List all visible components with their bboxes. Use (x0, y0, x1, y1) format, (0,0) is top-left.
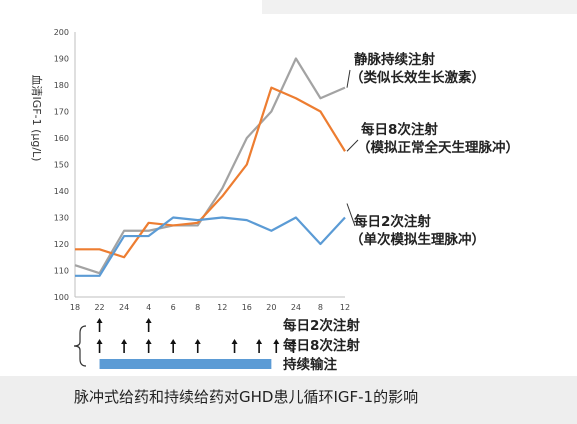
y-tick-label: 160 (54, 134, 69, 143)
top-strip (262, 0, 577, 14)
series-annotation-text: 每日8次注射 (361, 121, 438, 138)
annotation-leader (346, 69, 351, 88)
x-tick-label: 8 (195, 303, 200, 312)
dose-arrow-head (121, 339, 128, 344)
x-tick-label: 12 (217, 303, 227, 312)
x-tick-label: 22 (94, 303, 104, 312)
y-tick-label: 120 (54, 240, 69, 249)
dose-arrow-head (96, 318, 103, 323)
y-tick-label: 100 (54, 293, 69, 302)
x-tick-label: 6 (171, 303, 176, 312)
series-annotation-text: （类似长效生长激素） (350, 69, 485, 86)
y-tick-label: 140 (54, 187, 69, 196)
dose-arrow-head (96, 339, 103, 344)
dose-arrow-head (231, 339, 238, 344)
x-tick-label: 24 (291, 303, 301, 312)
x-tick-label: 16 (242, 303, 252, 312)
series-annotation-text: 每日2次注射 (354, 213, 431, 230)
eight-daily-label: 每日8次注射 (283, 337, 360, 354)
dose-arrow-head (145, 318, 152, 323)
y-tick-labels: 100 110 120 130 140 150 160 170 180 190 200 (54, 28, 69, 302)
x-tick-label: 12 (340, 303, 350, 312)
y-tick-label: 130 (54, 214, 69, 223)
dosing-brace (73, 325, 87, 367)
twice-daily-label: 每日2次注射 (283, 317, 360, 334)
chart-axes (74, 32, 345, 298)
y-tick-label: 150 (54, 161, 69, 170)
y-tick-label: 110 (54, 267, 69, 276)
dose-arrow-head (256, 339, 263, 344)
annotation-leader (346, 139, 359, 152)
dose-arrow-head (145, 339, 152, 344)
series-annotations: 静脉持续注射（类似长效生长激素） 每日8次注射（模拟正常全天生理脉冲） 每日2次注射… (346, 51, 519, 248)
series-lines (74, 57, 346, 277)
caption-band (0, 376, 577, 424)
series-line-3 (75, 216, 346, 277)
x-tick-label: 8 (318, 303, 323, 312)
x-tick-label: 20 (266, 303, 276, 312)
x-tick-label: 24 (119, 303, 129, 312)
dose-arrow-head (170, 339, 177, 344)
y-tick-label: 170 (54, 108, 69, 117)
annotation-leader (346, 203, 356, 227)
y-tick-label: 200 (54, 28, 69, 37)
x-tick-label: 18 (70, 303, 80, 312)
figure-caption: 脉冲式给药和持续给药对GHD患儿循环IGF-1的影响 (74, 388, 419, 406)
dose-arrow-head (290, 339, 297, 344)
y-axis-label: 血清IGF-1 (μg/L) (30, 75, 44, 162)
series-annotation-text: （模拟正常全天生理脉冲） (357, 139, 519, 156)
continuous-infusion-bar (99, 359, 272, 369)
x-tick-label: 4 (146, 303, 151, 312)
x-tick-labels: 18 22 24 4 6 8 12 16 20 24 8 12 (70, 303, 350, 312)
series-line-2 (75, 86, 346, 259)
y-tick-label: 190 (54, 55, 69, 64)
continuous-infusion-label: 持续输注 (283, 356, 337, 373)
y-tick-label: 180 (54, 81, 69, 90)
dose-arrow-head (273, 339, 280, 344)
series-annotation-text: 静脉持续注射 (354, 51, 435, 68)
series-line-1 (74, 57, 346, 275)
dose-arrow-head (194, 339, 201, 344)
series-annotation-text: （单次模拟生理脉冲） (350, 231, 485, 248)
